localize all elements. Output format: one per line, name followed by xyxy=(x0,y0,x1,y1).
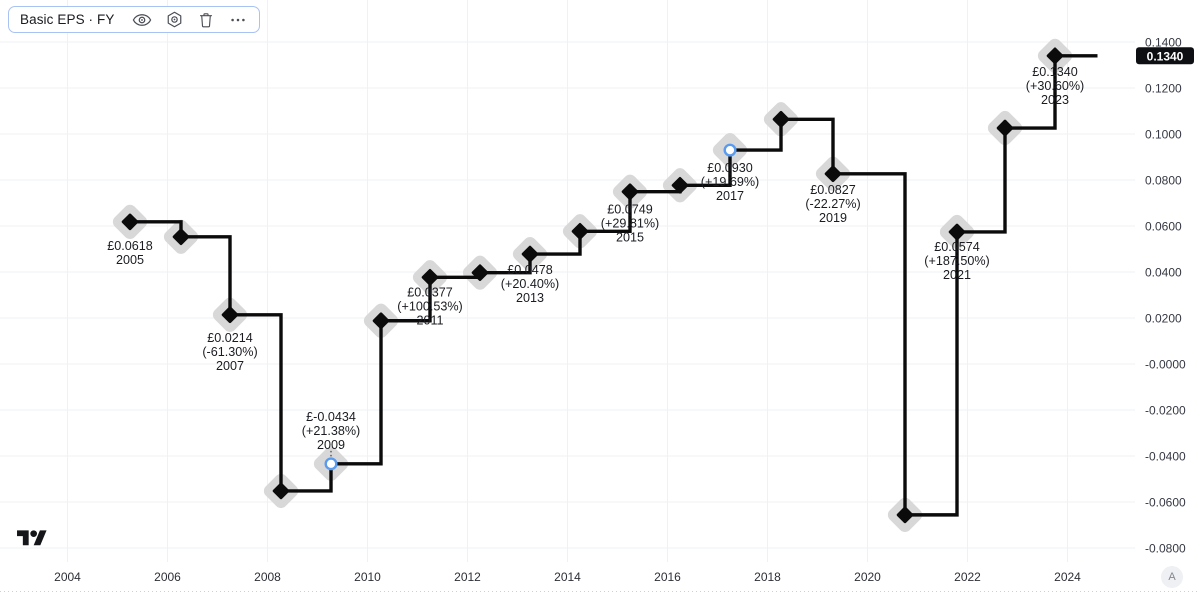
delete-button[interactable] xyxy=(193,7,219,33)
corner-a-button[interactable]: A xyxy=(1161,566,1183,588)
data-point-2022[interactable] xyxy=(996,119,1014,137)
x-axis-tick: 2014 xyxy=(554,570,581,584)
data-point-2011[interactable] xyxy=(421,268,439,286)
data-point-2010[interactable] xyxy=(372,312,390,330)
eye-icon xyxy=(133,13,152,26)
last-value-badge xyxy=(1136,47,1194,65)
point-label-2017: £0.0930 (+19.69%) 2017 xyxy=(701,161,759,203)
data-point-2007[interactable] xyxy=(221,306,239,324)
data-point-2021[interactable] xyxy=(948,223,966,241)
x-axis-tick: 2010 xyxy=(354,570,381,584)
data-point-2015[interactable] xyxy=(621,183,639,201)
point-label-2007: £0.0214 (-61.30%) 2007 xyxy=(202,331,257,373)
trash-icon xyxy=(200,12,213,27)
y-axis-tick: 0.0200 xyxy=(1145,312,1182,326)
y-axis-tick: -0.0000 xyxy=(1145,358,1186,372)
y-axis-tick: -0.0800 xyxy=(1145,542,1186,556)
data-point-2020[interactable] xyxy=(896,506,914,524)
data-point-2008[interactable] xyxy=(272,482,290,500)
y-axis-tick: 0.0600 xyxy=(1145,220,1182,234)
point-label-2021: £0.0574 (+187.50%) 2021 xyxy=(924,240,989,282)
point-label-2005: £0.0618 2005 xyxy=(107,239,153,267)
point-label-2019: £0.0827 (-22.27%) 2019 xyxy=(805,183,860,225)
x-axis-tick: 2016 xyxy=(654,570,681,584)
x-axis-tick: 2012 xyxy=(454,570,481,584)
point-label-2011: £0.0377 (+100.53%) 2011 xyxy=(397,285,462,327)
data-point-selected-2017[interactable] xyxy=(723,143,737,157)
y-axis-tick: -0.0600 xyxy=(1145,496,1186,510)
data-point-2006[interactable] xyxy=(172,228,190,246)
more-button[interactable] xyxy=(225,7,251,33)
data-point-2018[interactable] xyxy=(772,110,790,128)
point-label-2023: £0.1340 (+30.60%) 2023 xyxy=(1026,65,1084,107)
x-axis-tick: 2006 xyxy=(154,570,181,584)
gear-icon xyxy=(167,11,182,28)
ellipsis-icon xyxy=(231,18,246,21)
y-axis-tick: 0.1400 xyxy=(1145,36,1182,50)
data-point-2013[interactable] xyxy=(521,245,539,263)
tradingview-logo[interactable] xyxy=(17,527,47,550)
y-axis-tick: -0.0200 xyxy=(1145,404,1186,418)
last-value-badge-text: 0.1340 xyxy=(1147,49,1184,63)
indicator-legend[interactable]: Basic EPS · FY xyxy=(8,6,261,33)
y-axis-tick: 0.0800 xyxy=(1145,174,1182,188)
y-axis-tick: -0.0400 xyxy=(1145,450,1186,464)
point-label-2009: £-0.0434 (+21.38%) 2009 xyxy=(302,410,360,452)
data-point-2023[interactable] xyxy=(1046,47,1064,65)
x-axis-tick: 2022 xyxy=(954,570,981,584)
visibility-button[interactable] xyxy=(129,7,155,33)
x-axis-tick: 2020 xyxy=(854,570,881,584)
point-label-2015: £0.0749 (+29.81%) 2015 xyxy=(601,203,659,245)
x-axis-tick: 2018 xyxy=(754,570,781,584)
x-axis-tick: 2004 xyxy=(54,570,81,584)
point-label-2013: £0.0478 (+20.40%) 2013 xyxy=(501,263,559,305)
data-point-2019[interactable] xyxy=(824,165,842,183)
data-point-selected-2009[interactable] xyxy=(324,457,338,471)
y-axis-tick: 0.1000 xyxy=(1145,128,1182,142)
data-point-2016[interactable] xyxy=(671,176,689,194)
data-point-2014[interactable] xyxy=(571,222,589,240)
settings-button[interactable] xyxy=(161,7,187,33)
x-axis-tick: 2008 xyxy=(254,570,281,584)
y-axis-tick: 0.1200 xyxy=(1145,82,1182,96)
data-point-2005[interactable] xyxy=(121,213,139,231)
data-point-2012[interactable] xyxy=(471,264,489,282)
x-axis-tick: 2024 xyxy=(1054,570,1081,584)
indicator-title: Basic EPS · FY xyxy=(20,12,115,27)
y-axis-tick: 0.0400 xyxy=(1145,266,1182,280)
eps-step-line xyxy=(130,54,1098,517)
